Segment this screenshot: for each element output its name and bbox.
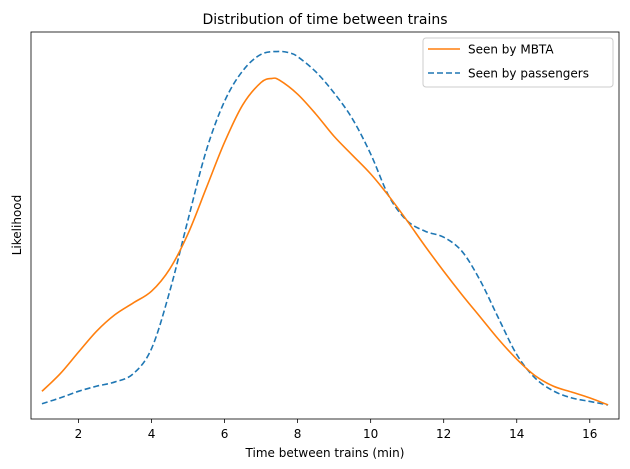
legend-label-seen-by-passengers: Seen by passengers [468, 67, 589, 81]
x-tick-label: 10 [363, 427, 378, 441]
legend: Seen by MBTA Seen by passengers [422, 37, 614, 88]
x-axis-label: Time between trains (min) [245, 446, 405, 460]
x-tick-label: 12 [436, 427, 451, 441]
y-axis-label: Likelihood [10, 195, 24, 256]
series-line-seen-by-passengers [41, 50, 609, 406]
x-tick-label: 6 [221, 427, 229, 441]
legend-label-seen-by-mbta: Seen by MBTA [468, 43, 554, 57]
series-layer [41, 50, 609, 406]
legend-box [422, 37, 614, 88]
x-tick-label: 8 [294, 427, 302, 441]
x-axis-ticks: 2 4 6 8 10 12 14 16 [75, 419, 597, 441]
x-tick-label: 16 [582, 427, 597, 441]
series-line-seen-by-mbta [41, 77, 609, 406]
x-tick-label: 14 [509, 427, 524, 441]
chart-title: Distribution of time between trains [202, 12, 447, 28]
plot-area-frame [30, 31, 620, 420]
x-tick-label: 4 [148, 427, 156, 441]
x-tick-label: 2 [75, 427, 83, 441]
